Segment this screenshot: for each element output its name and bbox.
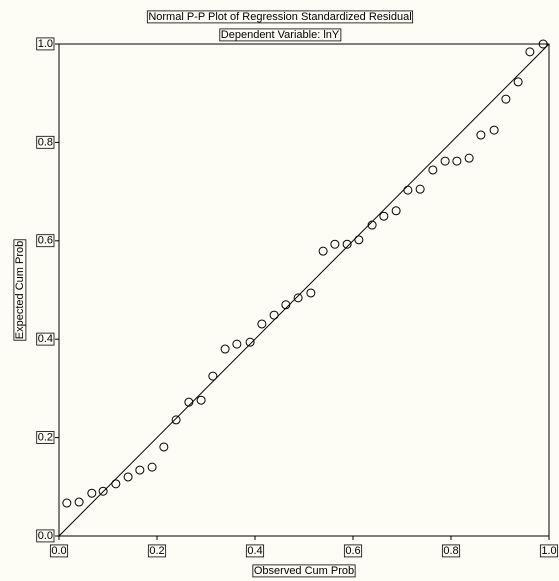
x-tick-label: 0.8: [443, 545, 458, 557]
point: [233, 340, 241, 348]
point: [63, 499, 71, 507]
point: [75, 498, 83, 506]
point: [502, 95, 510, 103]
x-tick-label: 0.0: [51, 545, 66, 557]
point: [453, 157, 461, 165]
point: [148, 463, 156, 471]
point: [380, 212, 388, 220]
point: [258, 320, 266, 328]
y-tick-label: 0.8: [38, 136, 53, 148]
point: [465, 154, 473, 162]
x-tick-label: 0.4: [247, 545, 262, 557]
point: [441, 157, 449, 165]
y-tick-label: 0.0: [38, 530, 53, 542]
x-axis-label: Observed Cum Prob: [254, 565, 354, 577]
point: [392, 207, 400, 215]
y-tick-label: 0.2: [38, 432, 53, 444]
y-tick-label: 0.6: [38, 235, 53, 247]
point: [172, 416, 180, 424]
point: [331, 240, 339, 248]
point: [209, 372, 217, 380]
chart-subtitle: Dependent Variable: lnY: [221, 29, 340, 41]
y-tick-label: 0.4: [38, 333, 53, 345]
point: [221, 345, 229, 353]
point: [246, 338, 254, 346]
point: [490, 126, 498, 134]
chart-title: Normal P-P Plot of Regression Standardiz…: [148, 11, 411, 23]
point: [136, 466, 144, 474]
point: [514, 78, 522, 86]
x-tick-label: 0.6: [345, 545, 360, 557]
point: [307, 289, 315, 297]
point: [319, 247, 327, 255]
point: [88, 489, 96, 497]
point: [526, 48, 534, 56]
point: [160, 443, 168, 451]
point: [294, 294, 302, 302]
point: [404, 186, 412, 194]
point: [429, 166, 437, 174]
point: [112, 480, 120, 488]
point: [197, 396, 205, 404]
y-tick-label: 1.0: [38, 38, 53, 50]
x-tick-label: 1.0: [541, 545, 556, 557]
point: [270, 311, 278, 319]
point: [124, 473, 132, 481]
x-tick-label: 0.2: [149, 545, 164, 557]
chart: Normal P-P Plot of Regression Standardiz…: [0, 0, 559, 581]
reference-line: [59, 44, 549, 536]
y-axis-label: Expected Cum Prob: [14, 241, 26, 339]
point: [416, 185, 424, 193]
point: [355, 236, 363, 244]
point: [477, 131, 485, 139]
